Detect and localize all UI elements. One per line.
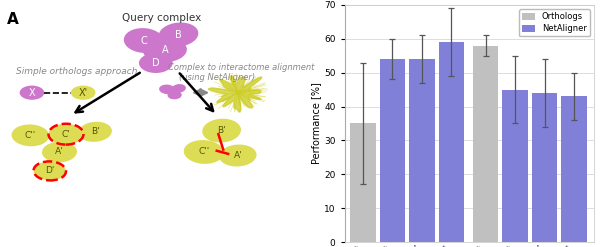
Ellipse shape	[71, 85, 95, 100]
Text: Query complex: Query complex	[122, 13, 201, 23]
Text: D': D'	[45, 166, 55, 175]
Bar	[439, 42, 464, 242]
Ellipse shape	[79, 122, 112, 142]
Text: A': A'	[55, 147, 64, 156]
Text: (using NetAligner): (using NetAligner)	[179, 73, 256, 82]
Ellipse shape	[219, 144, 257, 166]
Text: X: X	[29, 88, 35, 98]
Text: C': C'	[62, 130, 70, 139]
Ellipse shape	[49, 124, 83, 144]
Ellipse shape	[42, 142, 77, 163]
Text: Complex to interactome alignment: Complex to interactome alignment	[168, 63, 314, 72]
Ellipse shape	[11, 124, 49, 146]
Text: C'': C''	[25, 131, 36, 140]
Ellipse shape	[158, 22, 199, 47]
Text: B: B	[175, 30, 182, 40]
Ellipse shape	[20, 85, 44, 100]
Text: Simple orthologs approach: Simple orthologs approach	[16, 67, 137, 76]
Ellipse shape	[172, 84, 186, 93]
Polygon shape	[208, 76, 262, 112]
Bar	[473, 46, 499, 242]
Ellipse shape	[34, 162, 66, 180]
Text: D: D	[152, 58, 160, 68]
Bar	[350, 124, 376, 242]
Text: C: C	[140, 36, 147, 45]
Bar	[380, 59, 405, 242]
Bar	[532, 93, 557, 242]
Text: A: A	[161, 45, 168, 55]
Text: B': B'	[91, 127, 100, 136]
Text: C'': C''	[198, 147, 209, 156]
Ellipse shape	[159, 84, 175, 94]
Bar	[561, 96, 587, 242]
Ellipse shape	[202, 119, 241, 143]
Ellipse shape	[184, 140, 224, 164]
Text: X': X'	[79, 88, 88, 98]
Bar	[409, 59, 434, 242]
Ellipse shape	[124, 28, 164, 53]
Bar	[502, 90, 528, 242]
Text: A: A	[7, 12, 19, 27]
Legend: Orthologs, NetAligner: Orthologs, NetAligner	[519, 9, 590, 36]
Text: A': A'	[233, 151, 242, 160]
Ellipse shape	[139, 53, 173, 73]
Ellipse shape	[167, 91, 182, 99]
Text: B': B'	[217, 126, 226, 135]
Text: B: B	[332, 0, 344, 1]
Ellipse shape	[143, 38, 187, 62]
Y-axis label: Performance [%]: Performance [%]	[311, 82, 321, 165]
